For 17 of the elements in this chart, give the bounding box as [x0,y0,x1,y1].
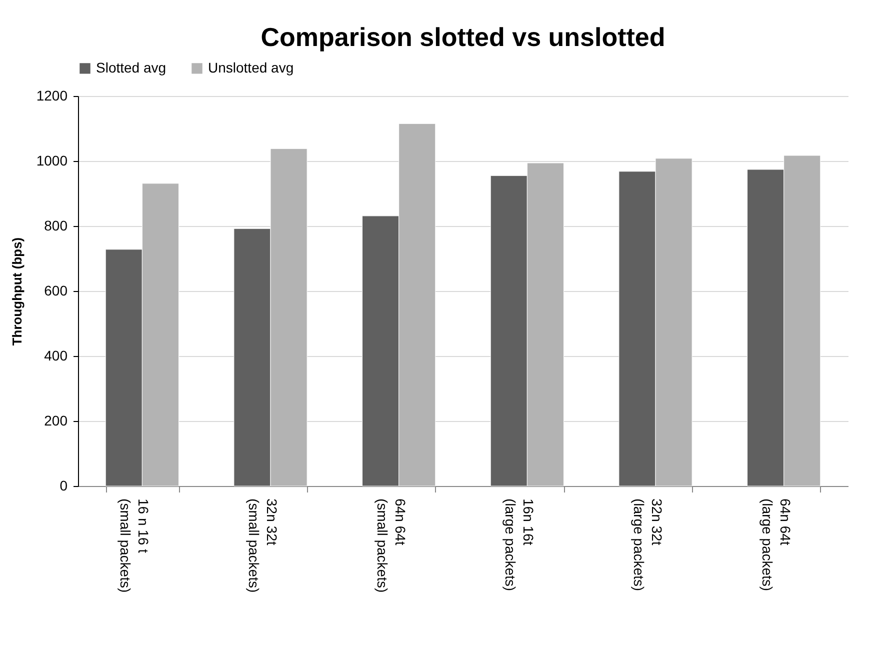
y-tick-label: 800 [44,218,68,234]
x-tick-label: 64n 64t (small packets) [374,498,408,593]
legend-label: Slotted avg [96,59,166,76]
y-tick-label: 1000 [36,152,68,168]
y-axis-title: Throughput (bps) [9,237,24,346]
y-tick-label: 200 [44,412,68,428]
x-tick-label: 16n 16t (large packets) [502,498,537,592]
x-tick-label: 64n 64t (large packets) [759,498,794,592]
legend-label: Unslotted avg [208,59,294,76]
x-tick-label: 16 n 16 t (small packets) [118,498,152,593]
x-tick-label: 32n 32t (small packets) [246,498,280,593]
y-tick-label: 1200 [36,88,68,104]
y-tick-label: 600 [44,282,68,298]
y-tick-label: 400 [44,348,68,364]
x-tick-label: 32n 32t (large packets) [631,498,665,592]
y-tick-label: 0 [60,478,68,494]
chart-title: Comparison slotted vs unslotted [260,22,666,52]
